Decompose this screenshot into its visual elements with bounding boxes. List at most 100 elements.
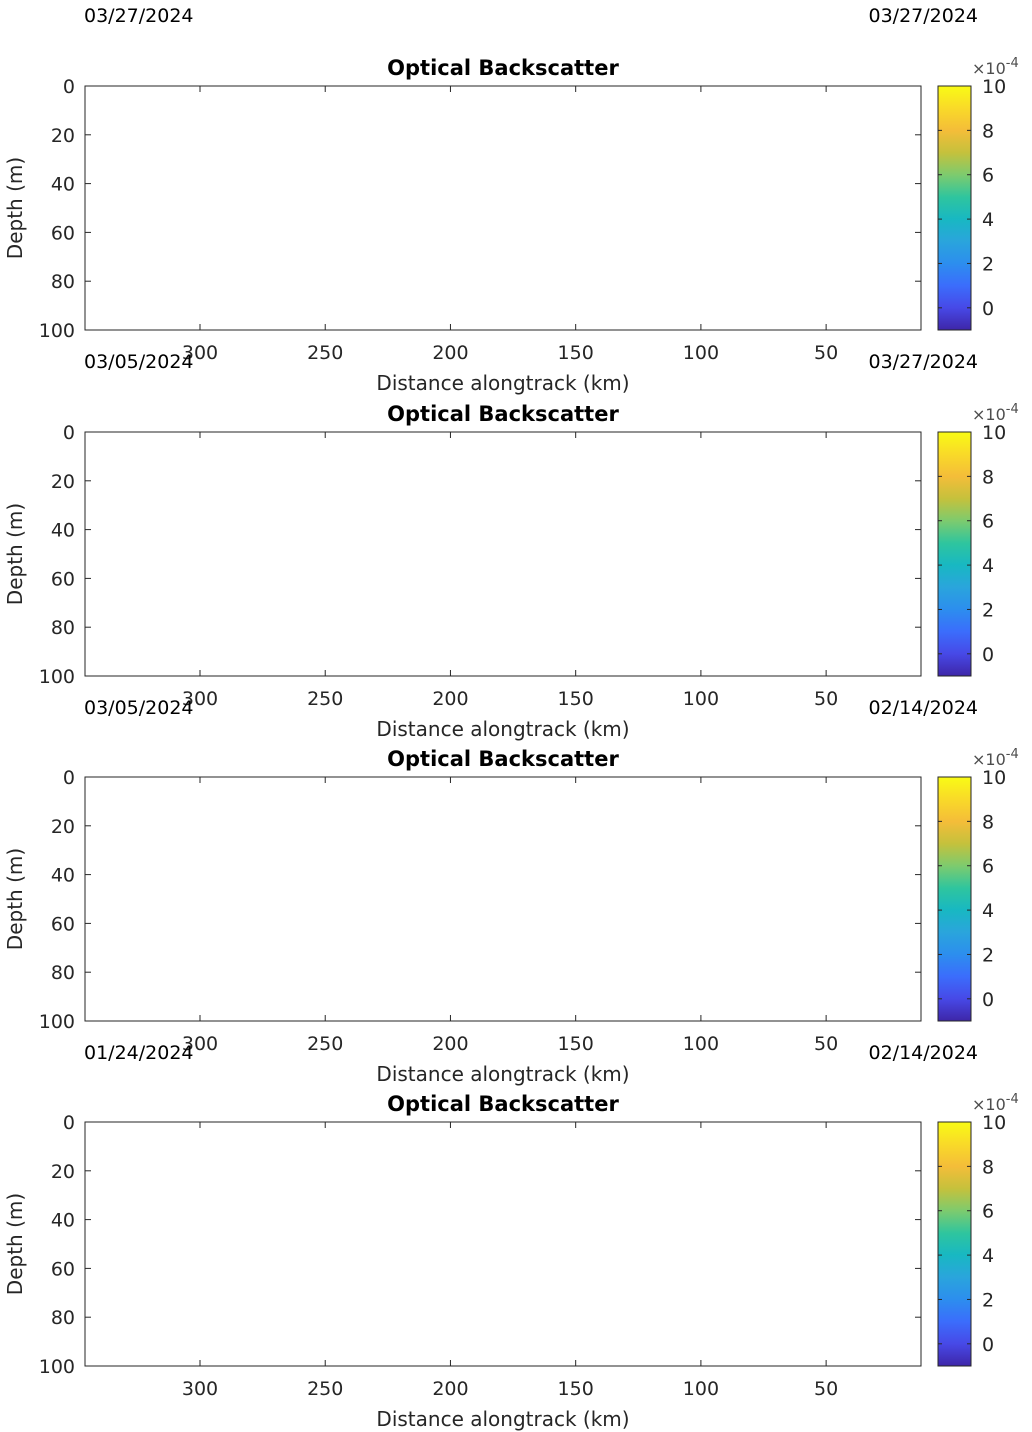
colorbar-exponent: ×10-4 <box>972 1092 1019 1114</box>
colorbar-tick-label: 4 <box>982 900 994 922</box>
colorbar-tick-label: 2 <box>982 253 994 275</box>
x-tick-label: 50 <box>814 342 838 364</box>
axes-box <box>84 1121 922 1367</box>
x-tick-label: 100 <box>683 1033 719 1055</box>
x-tick-label: 150 <box>558 688 594 710</box>
date-bottom-left: 03/05/2024 <box>84 697 194 719</box>
panel-title: Optical Backscatter <box>387 1092 619 1116</box>
y-tick-label: 100 <box>39 666 75 688</box>
y-tick-label: 20 <box>51 471 75 493</box>
y-tick-label: 60 <box>51 1258 75 1280</box>
colorbar-tick-label: 0 <box>982 644 994 666</box>
colorbar-tick-label: 8 <box>982 811 994 833</box>
colorbar-tick-label: 0 <box>982 989 994 1011</box>
y-tick-label: 0 <box>63 1112 75 1134</box>
colorbar-tick-label: 6 <box>982 1201 994 1223</box>
y-tick-label: 40 <box>51 174 75 196</box>
colorbar-tick-label: 6 <box>982 165 994 187</box>
x-tick-label: 300 <box>182 1378 218 1400</box>
y-tick-label: 40 <box>51 1210 75 1232</box>
x-tick-label: 100 <box>683 342 719 364</box>
axes-box <box>84 776 922 1022</box>
x-tick-label: 250 <box>307 1033 343 1055</box>
y-tick-label: 40 <box>51 865 75 887</box>
colorbar-tick-label: 10 <box>982 422 1006 444</box>
x-tick-label: 200 <box>432 688 468 710</box>
y-tick-label: 20 <box>51 125 75 147</box>
y-tick-label: 20 <box>51 816 75 838</box>
date-bottom-right: 03/27/2024 <box>868 351 978 373</box>
colorbar: 0 2 4 6 8 10×10-4 <box>937 402 1019 677</box>
y-tick-label: 40 <box>51 520 75 542</box>
y-tick-label: 0 <box>63 422 75 444</box>
colorbar-tick-label: 10 <box>982 76 1006 98</box>
x-tick-label: 150 <box>558 1033 594 1055</box>
x-tick-label: 300 <box>182 1033 218 1055</box>
x-axis-label: Distance alongtrack (km) <box>376 1062 629 1086</box>
y-axis-label: Depth (m) <box>3 503 27 605</box>
colorbar-tick-label: 2 <box>982 1289 994 1311</box>
colorbar-tick-label: 10 <box>982 767 1006 789</box>
x-tick-label: 250 <box>307 688 343 710</box>
y-tick-label: 80 <box>51 1307 75 1329</box>
colorbar-gradient <box>937 776 972 1022</box>
y-tick-label: 80 <box>51 617 75 639</box>
colorbar-tick-label: 2 <box>982 599 994 621</box>
colorbar: 0 2 4 6 8 10×10-4 <box>937 747 1019 1022</box>
y-tick-label: 80 <box>51 962 75 984</box>
date-bottom-right: 02/14/2024 <box>868 697 978 719</box>
x-tick-label: 50 <box>814 1378 838 1400</box>
y-axis-label: Depth (m) <box>3 1193 27 1295</box>
date-top-left: 03/27/2024 <box>84 5 194 27</box>
colorbar-gradient <box>937 1121 972 1367</box>
y-tick-label: 60 <box>51 222 75 244</box>
x-tick-label: 200 <box>432 1378 468 1400</box>
y-tick-label: 60 <box>51 568 75 590</box>
y-tick-label: 100 <box>39 320 75 342</box>
panel-title: Optical Backscatter <box>387 56 619 80</box>
colorbar-tick-label: 2 <box>982 944 994 966</box>
colorbar-exponent: ×10-4 <box>972 402 1019 424</box>
date-top-right: 03/27/2024 <box>868 5 978 27</box>
x-tick-label: 100 <box>683 688 719 710</box>
x-tick-label: 300 <box>182 688 218 710</box>
x-axis-label: Distance alongtrack (km) <box>376 717 629 741</box>
plot-area <box>85 86 921 330</box>
x-tick-label: 150 <box>558 1378 594 1400</box>
colorbar: 0 2 4 6 8 10×10-4 <box>937 56 1019 331</box>
colorbar-tick-label: 8 <box>982 466 994 488</box>
x-tick-label: 250 <box>307 1378 343 1400</box>
x-tick-label: 150 <box>558 342 594 364</box>
x-axis-label: Distance alongtrack (km) <box>376 1407 629 1431</box>
x-tick-label: 50 <box>814 1033 838 1055</box>
x-tick-label: 250 <box>307 342 343 364</box>
y-tick-label: 80 <box>51 271 75 293</box>
x-tick-label: 100 <box>683 1378 719 1400</box>
colorbar-tick-label: 8 <box>982 120 994 142</box>
panel-title: Optical Backscatter <box>387 747 619 771</box>
axes-box <box>84 85 922 331</box>
colorbar-tick-label: 8 <box>982 1156 994 1178</box>
date-bottom-right: 02/14/2024 <box>868 1042 978 1064</box>
colorbar-tick-label: 0 <box>982 298 994 320</box>
colorbar-gradient <box>937 85 972 331</box>
y-tick-label: 60 <box>51 913 75 935</box>
colorbar-exponent: ×10-4 <box>972 56 1019 78</box>
colorbar: 0 2 4 6 8 10×10-4 <box>937 1092 1019 1367</box>
colorbar-tick-label: 4 <box>982 555 994 577</box>
axes-box <box>84 431 922 677</box>
x-axis-label: Distance alongtrack (km) <box>376 371 629 395</box>
panel-title: Optical Backscatter <box>387 402 619 426</box>
plot-area <box>85 777 921 1021</box>
y-tick-label: 100 <box>39 1356 75 1378</box>
y-tick-label: 100 <box>39 1011 75 1033</box>
colorbar-tick-label: 10 <box>982 1112 1006 1134</box>
colorbar-tick-label: 6 <box>982 511 994 533</box>
plot-area <box>85 432 921 676</box>
x-tick-label: 50 <box>814 688 838 710</box>
colorbar-tick-label: 4 <box>982 1245 994 1267</box>
